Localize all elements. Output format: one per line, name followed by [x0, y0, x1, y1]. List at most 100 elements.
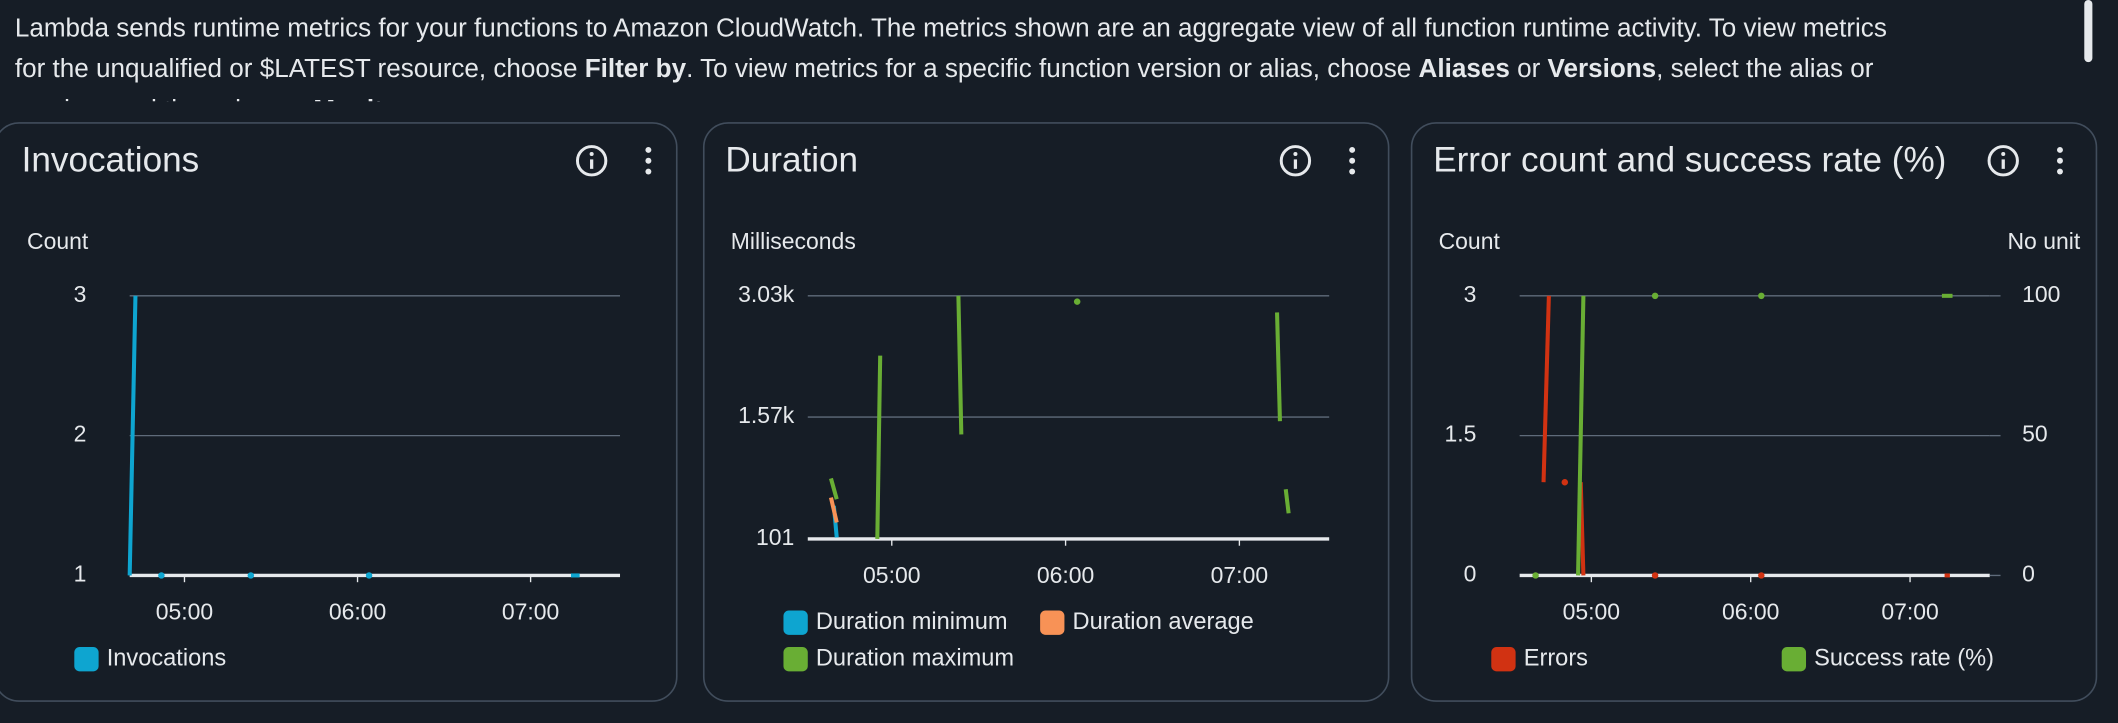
x-tick-label: 06:00 [329, 598, 386, 624]
info-icon[interactable] [1987, 145, 2019, 177]
y-tick-label: 1 [74, 561, 87, 587]
data-point [1651, 572, 1659, 579]
series-line [1283, 489, 1291, 514]
y2-tick-label: 100 [2022, 281, 2060, 307]
menu-dot[interactable] [2056, 157, 2063, 164]
intro-line: Lambda sends runtime metrics for your fu… [15, 13, 1887, 43]
y-tick-label: 2 [74, 421, 87, 447]
info-icon[interactable] [1293, 151, 1298, 157]
legend-swatch[interactable] [74, 647, 99, 672]
text: Lambda sends runtime metrics for your fu… [15, 13, 1887, 43]
menu-dot[interactable] [1349, 146, 1356, 153]
chart-title: Duration [725, 140, 858, 179]
menu-button[interactable] [1349, 146, 1356, 175]
y-axis-label: Milliseconds [731, 228, 856, 254]
x-tick-label: 07:00 [1211, 562, 1268, 588]
info-button[interactable] [575, 145, 608, 177]
legend-label[interactable]: Duration maximum [816, 645, 1014, 671]
menu-button[interactable] [2056, 146, 2063, 175]
x-tick-label: 06:00 [1037, 562, 1094, 588]
series-line [1541, 295, 1551, 483]
legend-item[interactable]: Invocations [74, 645, 226, 671]
y-tick-label: 1.57k [738, 402, 795, 428]
x-tick-label: 05:00 [863, 562, 920, 588]
x-tick-label: 06:00 [1722, 598, 1779, 624]
menu-dot[interactable] [645, 146, 652, 153]
series-line [1576, 295, 1586, 576]
legend-item[interactable]: Duration maximum [783, 645, 1014, 671]
x-tick-label: 07:00 [502, 598, 559, 624]
series-line [829, 477, 839, 500]
legend-swatch[interactable] [783, 610, 808, 635]
content: Lambda sends runtime metrics for your fu… [0, 0, 2098, 702]
panel-frame [702, 122, 1390, 702]
menu-dot[interactable] [645, 157, 652, 164]
text: , select the alias or [1656, 53, 1874, 83]
legend-swatch[interactable] [1491, 647, 1516, 672]
x-tick-label: 07:00 [1881, 598, 1938, 624]
chart-title: Invocations [22, 140, 200, 179]
menu-dot[interactable] [1349, 168, 1356, 175]
data-point [247, 572, 255, 579]
y2-tick-label: 50 [2022, 421, 2048, 447]
bold-text: Versions [1548, 53, 1657, 83]
menu-dot[interactable] [645, 168, 652, 175]
intro-line: version, and then choose Monitor. [15, 94, 416, 124]
info-icon[interactable] [589, 151, 594, 157]
menu-dot[interactable] [2056, 146, 2063, 153]
series-line [127, 295, 138, 576]
series-line [828, 497, 839, 523]
legend-label[interactable]: Errors [1524, 645, 1588, 671]
text: for the unqualified or $LATEST resource,… [15, 53, 585, 83]
data-point [1073, 298, 1081, 305]
data-point [158, 572, 165, 579]
legend-item[interactable]: Duration minimum [783, 609, 1008, 635]
legend-item[interactable]: Errors [1491, 645, 1588, 671]
chart-panel: Error count and success rate (%) Count No … [1410, 122, 2098, 702]
legend-label[interactable]: Duration minimum [816, 609, 1008, 635]
info-button[interactable] [1279, 145, 1312, 177]
y-tick-label: 1.5 [1445, 421, 1477, 447]
data-point [365, 572, 373, 579]
data-point [1561, 478, 1569, 486]
menu-dot[interactable] [1349, 157, 1356, 164]
menu-button[interactable] [645, 146, 652, 175]
y2-tick-label: 0 [2022, 561, 2035, 587]
text: version, and then choose [15, 94, 313, 124]
bold-text: Monitor [313, 94, 409, 124]
data-point [1758, 572, 1765, 579]
text: or [1510, 53, 1548, 83]
legend-swatch[interactable] [1781, 647, 1807, 672]
info-button[interactable] [1987, 145, 2019, 177]
chart-title: Error count and success rate (%) [1433, 140, 1946, 179]
panel-frame [0, 122, 678, 702]
info-icon[interactable] [1279, 145, 1312, 177]
chart-panel: Invocations Count 1 2 3 05:00 06:00 07:00 Invoca… [0, 122, 678, 702]
data-point [1651, 292, 1659, 300]
chart-panel: Duration Milliseconds 101 1.57k 3.03k 05:00 06… [702, 122, 1390, 702]
text: . To view metrics for a specific functio… [686, 53, 1418, 83]
legend-item[interactable]: Duration average [1040, 609, 1254, 635]
legend-label[interactable]: Invocations [107, 645, 227, 671]
data-point [1532, 572, 1539, 579]
scrollbar[interactable] [2084, 0, 2093, 63]
y-tick-label: 3 [1464, 281, 1477, 307]
x-tick-label: 05:00 [1563, 598, 1620, 624]
legend-item[interactable]: Success rate (%) [1781, 645, 1994, 672]
legend-label[interactable]: Success rate (%) [1814, 645, 1994, 671]
y-tick-label: 0 [1464, 561, 1477, 587]
intro-text: Lambda sends runtime metrics for your fu… [15, 13, 1887, 124]
info-icon[interactable] [575, 145, 608, 177]
info-icon[interactable] [2001, 151, 2006, 157]
legend-swatch[interactable] [1040, 610, 1065, 635]
legend-swatch[interactable] [783, 647, 808, 672]
y-tick-label: 3.03k [738, 281, 795, 307]
series-line [956, 295, 964, 435]
legend-label[interactable]: Duration average [1073, 609, 1254, 635]
bold-text: Filter by [585, 53, 687, 83]
data-point [1758, 292, 1765, 300]
series-line [875, 355, 883, 540]
menu-dot[interactable] [2056, 168, 2063, 175]
